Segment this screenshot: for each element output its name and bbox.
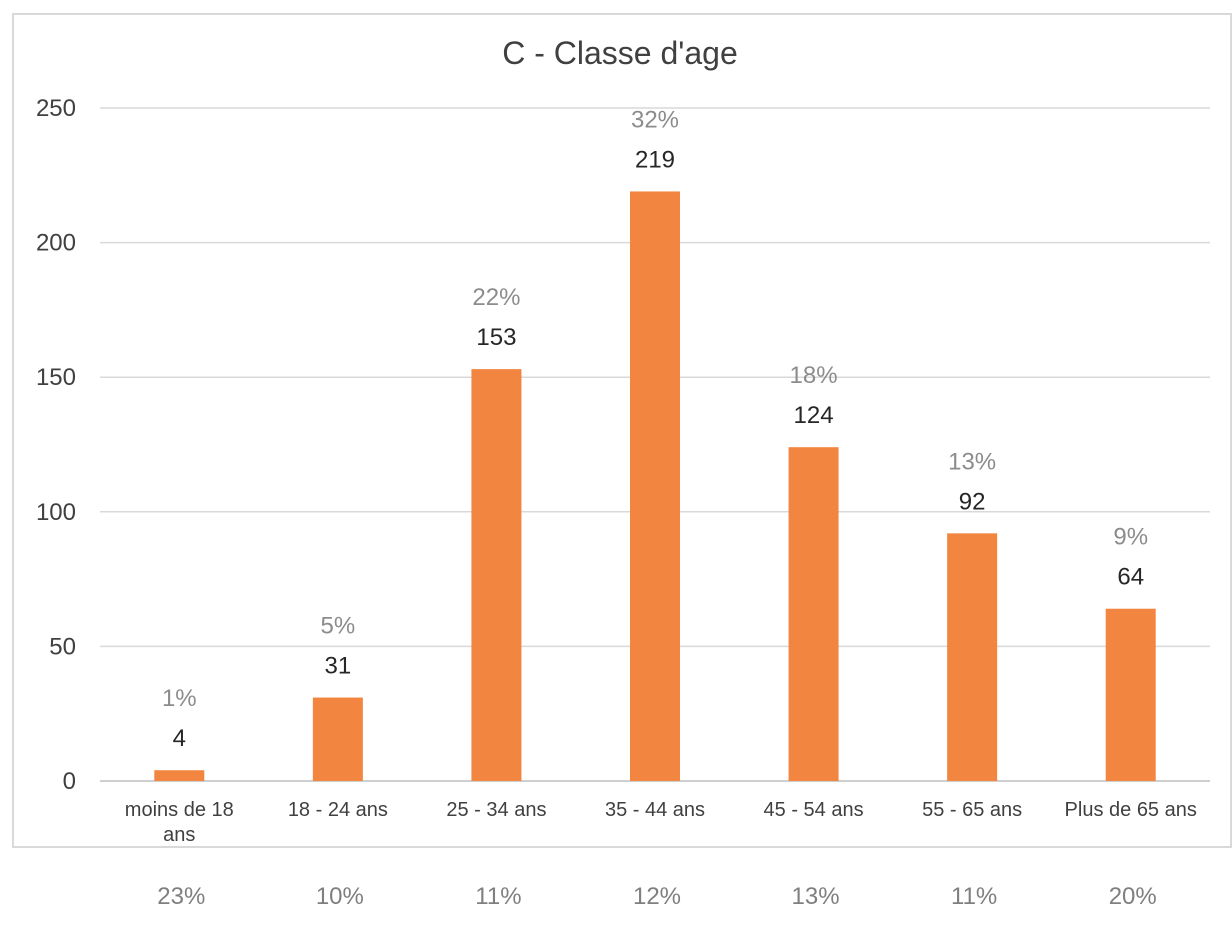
percent-label: 22% [472,284,520,311]
value-label: 4 [173,725,186,752]
y-tick-label: 50 [49,633,76,660]
bottom-percent: 12% [633,883,681,910]
bar [312,697,363,781]
bottom-percent-row: 23% 10% 11% 12% 13% 11% 20% [157,883,1156,910]
value-label: 124 [794,402,834,429]
y-tick-label: 150 [36,364,76,391]
bottom-percent: 11% [951,883,997,910]
x-tick-label: 45 - 54 ans [764,799,864,821]
y-tick-label: 200 [36,230,76,257]
x-tick-label: 35 - 44 ans [605,799,705,821]
value-label: 153 [476,324,516,351]
bars [154,191,1156,781]
percent-label: 9% [1113,524,1148,551]
y-tick-label: 250 [36,95,76,122]
bar [788,447,839,781]
y-tick-label: 0 [63,768,76,795]
category-labels: moins de 18 ans 18 - 24 ans 25 - 34 ans 35 -… [125,799,1197,846]
bar [947,533,998,781]
bar [154,770,205,781]
x-tick-label: 18 - 24 ans [288,799,388,821]
percent-label: 1% [162,685,197,712]
bottom-percent: 20% [1109,883,1157,910]
percent-label: 5% [321,613,356,640]
x-tick-label: moins de 18 ans [125,799,234,846]
y-tick-label: 100 [36,499,76,526]
x-tick-label: 55 - 65 ans [922,799,1022,821]
percent-label: 18% [790,362,838,389]
x-tick-label: Plus de 65 ans [1065,799,1197,821]
bottom-percent: 11% [475,883,521,910]
bottom-percent: 13% [792,883,840,910]
percent-label: 13% [948,448,996,475]
y-axis-ticks: 0 50 100 150 200 250 [36,95,76,795]
data-labels: 4 1% 31 5% 153 22% 219 32% 124 18% 92 13% 64 9% [162,106,1148,752]
value-label: 92 [959,488,986,515]
chart-frame [12,13,1232,848]
x-tick-label: 25 - 34 ans [446,799,546,821]
value-label: 64 [1117,564,1144,591]
bar [630,191,680,781]
value-label: 31 [325,653,352,680]
chart-title: C - Classe d'age [502,35,738,71]
bottom-percent: 10% [316,883,364,910]
bottom-percent: 23% [157,883,205,910]
bar [1105,608,1156,781]
percent-label: 32% [631,106,679,133]
value-label: 219 [635,146,675,173]
bar [471,369,522,781]
